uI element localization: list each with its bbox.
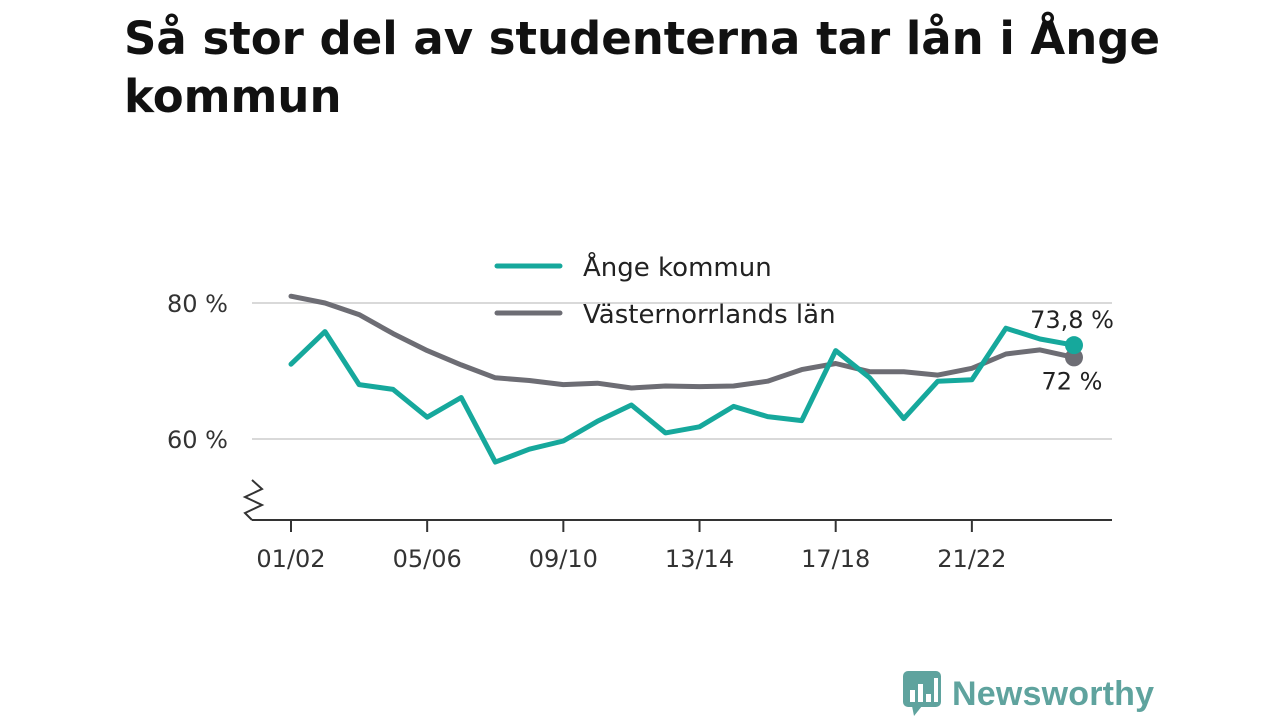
axis-break-mark — [242, 479, 265, 521]
legend-label: Ånge kommun — [583, 251, 772, 283]
y-tick-label: 60 % — [167, 426, 228, 454]
x-tick-label: 01/02 — [256, 545, 325, 573]
legend: Ånge kommun Västernorrlands län — [494, 251, 836, 330]
legend-label: Västernorrlands län — [583, 300, 836, 330]
y-tick-label: 80 % — [167, 290, 228, 318]
series-end-point — [1065, 336, 1083, 355]
bar-chart-speech-bubble-icon — [903, 671, 941, 716]
brand-name: Newsworthy — [952, 674, 1155, 713]
x-tick-label: 21/22 — [937, 545, 1006, 573]
series-end-label: 72 % — [1042, 367, 1103, 395]
gridlines — [252, 302, 1112, 440]
x-tick-label: 09/10 — [529, 545, 598, 573]
axes: 60 % 80 % 01/02 05/06 09/10 13/14 17/18 21/22 — [167, 290, 1112, 573]
x-tick-label: 17/18 — [801, 545, 870, 573]
series-line — [288, 293, 1077, 391]
chart-title: Så stor del av studenterna tar lån i Ång… — [124, 12, 1161, 123]
series-line — [288, 325, 1077, 465]
brand-logo: Newsworthy — [902, 670, 1154, 718]
end-labels: 73,8 % 72 % — [1030, 306, 1114, 395]
x-tick-label: 05/06 — [393, 545, 462, 573]
series-lines — [288, 293, 1083, 465]
x-tick-label: 13/14 — [665, 545, 734, 573]
series-end-label: 73,8 % — [1030, 306, 1114, 334]
